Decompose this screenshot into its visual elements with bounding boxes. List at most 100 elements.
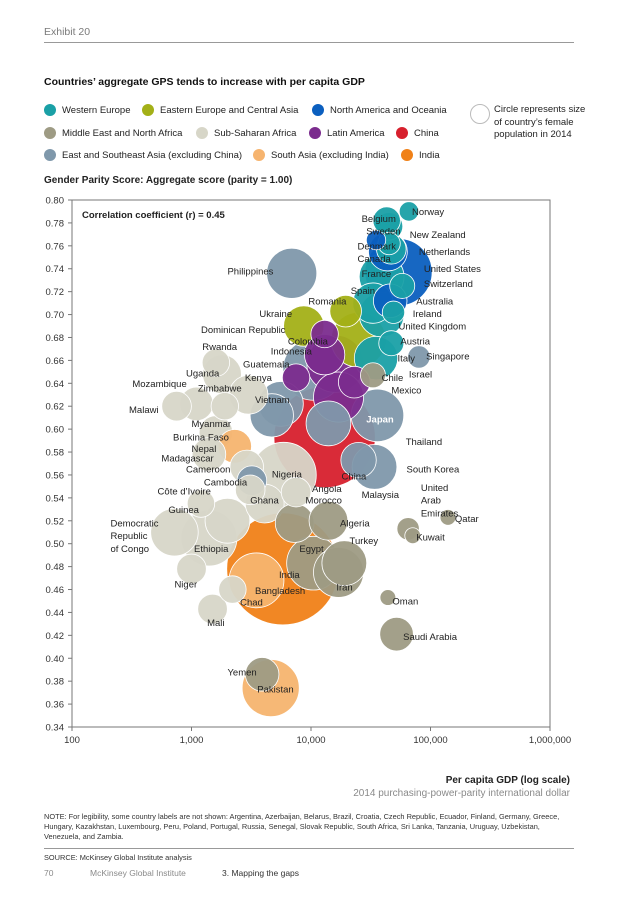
data-label: Oman <box>392 596 418 607</box>
data-label: Spain <box>351 286 375 297</box>
data-point <box>204 497 251 544</box>
y-tick-label: 0.76 <box>46 241 65 252</box>
x-axis-subtitle: 2014 purchasing-power-parity internation… <box>353 788 570 799</box>
data-point <box>201 348 231 377</box>
data-point <box>404 527 422 544</box>
y-tick-label: 0.62 <box>46 402 65 413</box>
data-point <box>281 363 311 392</box>
data-label: Morocco <box>306 496 342 507</box>
data-label: Kuwait <box>416 532 445 543</box>
data-label: Uganda <box>186 368 220 379</box>
data-label: Arab <box>421 496 441 507</box>
legend-swatch <box>253 149 265 161</box>
data-label: Switzerland <box>424 279 473 290</box>
data-label: Saudi Arabia <box>403 632 458 643</box>
data-point <box>379 617 414 652</box>
data-label: Austria <box>400 336 430 347</box>
legend-swatch <box>309 127 321 139</box>
y-tick-label: 0.58 <box>46 448 65 459</box>
data-label: Chile <box>382 373 404 384</box>
data-label: Canada <box>358 254 392 265</box>
data-label: Iran <box>336 583 352 594</box>
y-tick-label: 0.42 <box>46 631 65 642</box>
legend-item: India <box>401 149 440 161</box>
data-label: Mozambique <box>132 379 186 390</box>
data-label: Philippines <box>227 267 273 278</box>
data-label: South Korea <box>407 465 461 476</box>
data-label: Emirates <box>421 508 459 519</box>
data-label: Belgium <box>362 214 396 225</box>
legend-label: Middle East and North Africa <box>62 127 183 139</box>
data-point <box>218 575 247 604</box>
legend-swatch <box>196 127 208 139</box>
data-point <box>329 294 362 328</box>
data-label: Ethiopia <box>194 544 229 555</box>
data-label: Denmark <box>358 241 397 252</box>
data-label: Mexico <box>391 386 421 397</box>
data-label: Bangladesh <box>255 586 305 597</box>
data-point <box>381 300 406 324</box>
data-label: United States <box>424 264 481 275</box>
section-name: 3. Mapping the gaps <box>222 868 300 878</box>
data-point <box>365 229 387 251</box>
legend-label: Western Europe <box>62 104 131 116</box>
data-label: Chad <box>240 598 263 609</box>
exhibit-number: Exhibit 20 <box>44 26 91 38</box>
legend-label: East and Southeast Asia (excluding China… <box>62 149 243 161</box>
x-tick-label: 10,000 <box>296 735 325 746</box>
y-tick-label: 0.68 <box>46 333 65 344</box>
data-label: Ghana <box>250 496 279 507</box>
x-tick-label: 100 <box>64 735 80 746</box>
y-tick-label: 0.40 <box>46 654 65 665</box>
data-label: Thailand <box>406 437 442 448</box>
y-tick-label: 0.36 <box>46 700 65 711</box>
x-tick-label: 100,000 <box>413 735 447 746</box>
legend-item: Middle East and North Africa <box>44 127 182 139</box>
data-label: Algeria <box>340 519 370 530</box>
data-point <box>379 589 397 606</box>
data-label: Indonesia <box>271 347 313 358</box>
data-label: United <box>421 483 448 494</box>
data-label: Italy <box>398 354 416 365</box>
data-point <box>274 503 315 543</box>
legend-item: Latin America <box>309 127 385 139</box>
legend-swatch <box>142 104 154 116</box>
top-rule <box>44 42 574 43</box>
data-label: India <box>279 570 300 581</box>
y-tick-label: 0.54 <box>46 493 65 504</box>
data-point <box>191 437 227 472</box>
chart-title: Countries’ aggregate GPS tends to increa… <box>44 76 365 88</box>
data-label: Angola <box>312 484 342 495</box>
legend-item: China <box>396 127 439 139</box>
y-tick-label: 0.50 <box>46 539 65 550</box>
data-label: Australia <box>416 296 454 307</box>
legend-label: India <box>419 149 440 161</box>
legend-label: Sub-Saharan Africa <box>214 127 297 139</box>
data-point <box>340 441 377 479</box>
data-label: Kenya <box>245 373 273 384</box>
y-tick-label: 0.46 <box>46 585 65 596</box>
data-label: Japan <box>366 414 394 425</box>
data-label: Guinea <box>168 505 199 516</box>
legend-swatch <box>312 104 324 116</box>
data-label: Qatar <box>455 514 479 525</box>
data-point <box>266 247 318 299</box>
legend-label: South Asia (excluding India) <box>271 149 389 161</box>
data-point <box>378 330 405 357</box>
data-label: New Zealand <box>410 230 466 241</box>
data-point <box>310 319 339 349</box>
legend-item: North America and Oceania <box>312 104 447 116</box>
data-label: Guatemala <box>243 359 290 370</box>
data-point <box>305 400 352 447</box>
legend-item: Western Europe <box>44 104 130 116</box>
y-tick-label: 0.74 <box>46 264 65 275</box>
y-tick-label: 0.38 <box>46 677 65 688</box>
data-label: Israel <box>409 370 432 381</box>
data-label: Netherlands <box>419 247 470 258</box>
publisher-name: McKinsey Global Institute <box>90 868 186 878</box>
data-label: Nigeria <box>272 469 303 480</box>
data-label: Côte d’Ivoire <box>158 486 211 497</box>
y-tick-label: 0.60 <box>46 425 65 436</box>
data-label: Romania <box>308 296 347 307</box>
data-point <box>280 476 312 508</box>
